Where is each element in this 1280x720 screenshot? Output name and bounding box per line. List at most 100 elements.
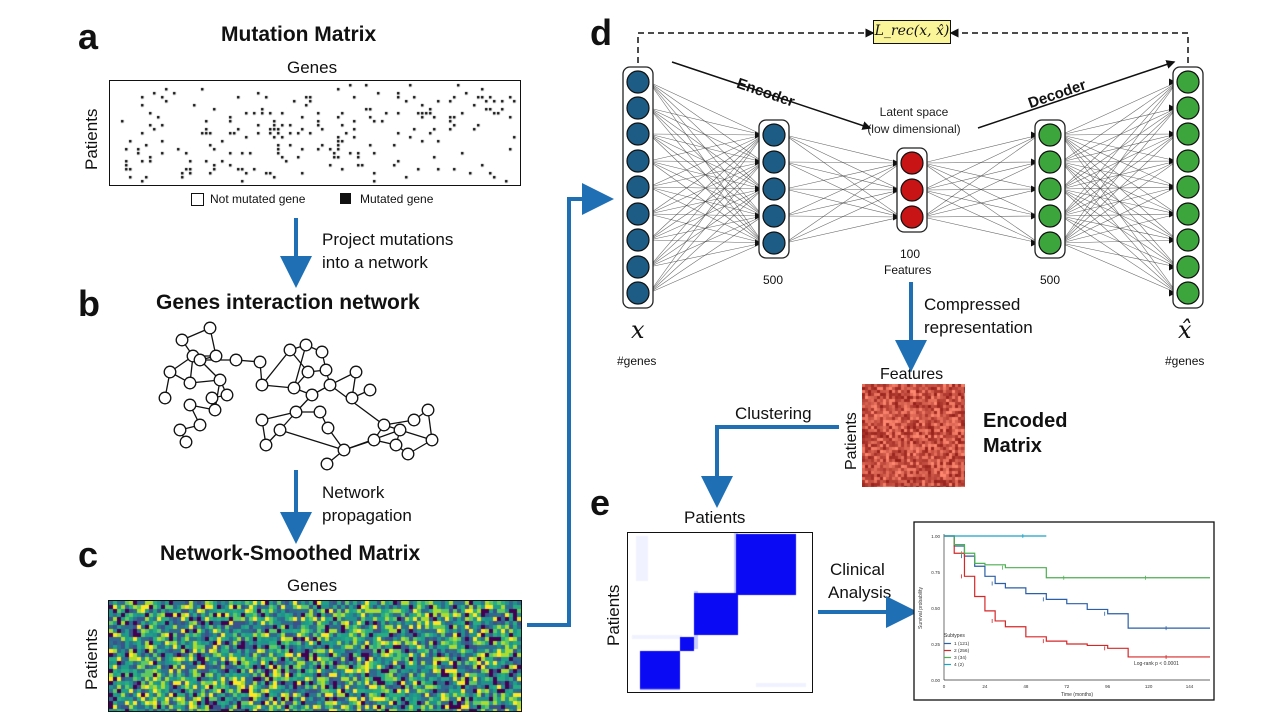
input-symbol: x	[631, 316, 645, 344]
nn-connection	[1060, 239, 1178, 244]
arrow-bc-label-line2: propagation	[322, 506, 412, 525]
network-node	[229, 353, 243, 367]
nn-connection	[1060, 81, 1178, 190]
network-node	[220, 388, 234, 402]
network-edge	[329, 384, 385, 426]
hidden1-neuron	[762, 231, 786, 255]
compressed-label-line1: Compressed	[924, 295, 1021, 314]
nn-connection	[1060, 107, 1178, 190]
input-caption: #genes	[617, 354, 657, 368]
hidden2-neuron	[1038, 123, 1062, 147]
consensus-x-label: Patients	[684, 508, 746, 527]
km-y-tick-label: 0.50	[931, 606, 940, 611]
nn-connection	[648, 160, 764, 217]
km-legend-entry: 4 (2)	[954, 662, 964, 668]
nn-connection	[1060, 81, 1178, 163]
km-curve-series-1	[944, 535, 1210, 629]
network-smoothed-heatmap	[108, 600, 522, 712]
km-legend-entry: 3 (34)	[954, 655, 967, 661]
latent-space-label-line2: (low dimensional)	[867, 122, 961, 136]
nn-connection	[648, 161, 764, 294]
network-node	[299, 338, 313, 352]
input-neuron	[626, 96, 650, 120]
output-caption: #genes	[1165, 354, 1205, 368]
km-x-tick-label: 0	[943, 684, 946, 689]
output-neuron	[1176, 175, 1200, 199]
km-y-axis-label: Survival probability	[918, 587, 924, 629]
output-symbol: x̂	[1178, 316, 1192, 344]
network-connections	[648, 78, 1178, 297]
output-neuron	[1176, 281, 1200, 305]
network-node	[349, 365, 363, 379]
network-node	[320, 457, 334, 471]
km-y-tick-label: 0.25	[931, 642, 940, 647]
nn-connection	[784, 134, 902, 164]
encoded-matrix-title-line2: Matrix	[983, 435, 1042, 457]
nn-connection	[922, 161, 1040, 218]
encoded-matrix-title-line1: Encoded	[983, 410, 1068, 432]
network-node	[255, 378, 269, 392]
nn-connection	[648, 107, 764, 136]
km-y-tick-label: 1.00	[931, 534, 940, 539]
decoder-arrow	[977, 60, 1176, 129]
panel-a-title: Mutation Matrix	[221, 23, 377, 46]
network-node	[389, 438, 403, 452]
network-node	[213, 373, 227, 387]
output-neuron	[1176, 149, 1200, 173]
network-node	[175, 333, 189, 347]
nn-connection	[1060, 133, 1178, 244]
km-x-axis-label: Time (months)	[1061, 692, 1093, 698]
input-neuron	[626, 202, 650, 226]
km-x-tick-label: 96	[1105, 684, 1111, 689]
nn-connection	[1060, 134, 1178, 294]
input-neuron	[626, 70, 650, 94]
nn-connection	[1060, 107, 1178, 217]
km-x-tick-label: 48	[1023, 684, 1029, 689]
km-curve-series-2	[944, 535, 1210, 658]
nn-connection	[1060, 161, 1178, 241]
latent-neuron	[900, 205, 924, 229]
survival-plot-frame	[913, 521, 1215, 701]
autoencoder-layers	[622, 66, 1204, 309]
nn-connection	[922, 134, 1040, 164]
input-neuron	[626, 149, 650, 173]
nn-connection	[1060, 133, 1178, 163]
km-y-tick-label: 0.75	[931, 570, 940, 575]
legend-not-mutated-label: Not mutated gene	[210, 192, 306, 206]
nn-connection	[922, 216, 1040, 244]
panel-c-letter: c	[78, 534, 99, 575]
input-neuron	[626, 281, 650, 305]
nn-connection	[1060, 242, 1178, 268]
nn-connection	[648, 107, 764, 217]
flow-arrows	[280, 28, 1189, 628]
reconstruction-loss-label: L_rec(x, x̂)	[874, 23, 950, 39]
network-node	[363, 383, 377, 397]
network-edge	[293, 344, 307, 389]
network-node	[163, 365, 177, 379]
panel-b-letter: b	[78, 283, 100, 324]
hidden1-neuron	[762, 150, 786, 174]
panel-b-title: Genes interaction network	[156, 291, 420, 314]
network-node	[183, 376, 197, 390]
nn-connection	[1060, 81, 1178, 217]
network-node	[273, 423, 287, 437]
nn-connection	[1060, 186, 1178, 190]
loss-dashed-left	[637, 28, 875, 63]
network-node	[305, 388, 319, 402]
input-neuron	[626, 122, 650, 146]
hidden-layer-2-size: 500	[1040, 273, 1061, 287]
clinical-label-line2: Analysis	[828, 583, 892, 602]
km-y-tick-label: 0.00	[931, 678, 940, 683]
clinical-label-line1: Clinical	[830, 560, 885, 579]
hidden1-neuron	[762, 204, 786, 228]
nn-connection	[922, 188, 1040, 218]
arrow-ab-label-line2: into a network	[322, 253, 428, 272]
nn-connection	[1060, 81, 1178, 136]
network-node	[259, 438, 273, 452]
nn-connection	[648, 107, 764, 190]
nn-connection	[784, 216, 902, 244]
nn-connection	[1060, 215, 1178, 294]
network-node	[203, 321, 217, 335]
output-neuron	[1176, 255, 1200, 279]
nn-connection	[1060, 215, 1178, 241]
